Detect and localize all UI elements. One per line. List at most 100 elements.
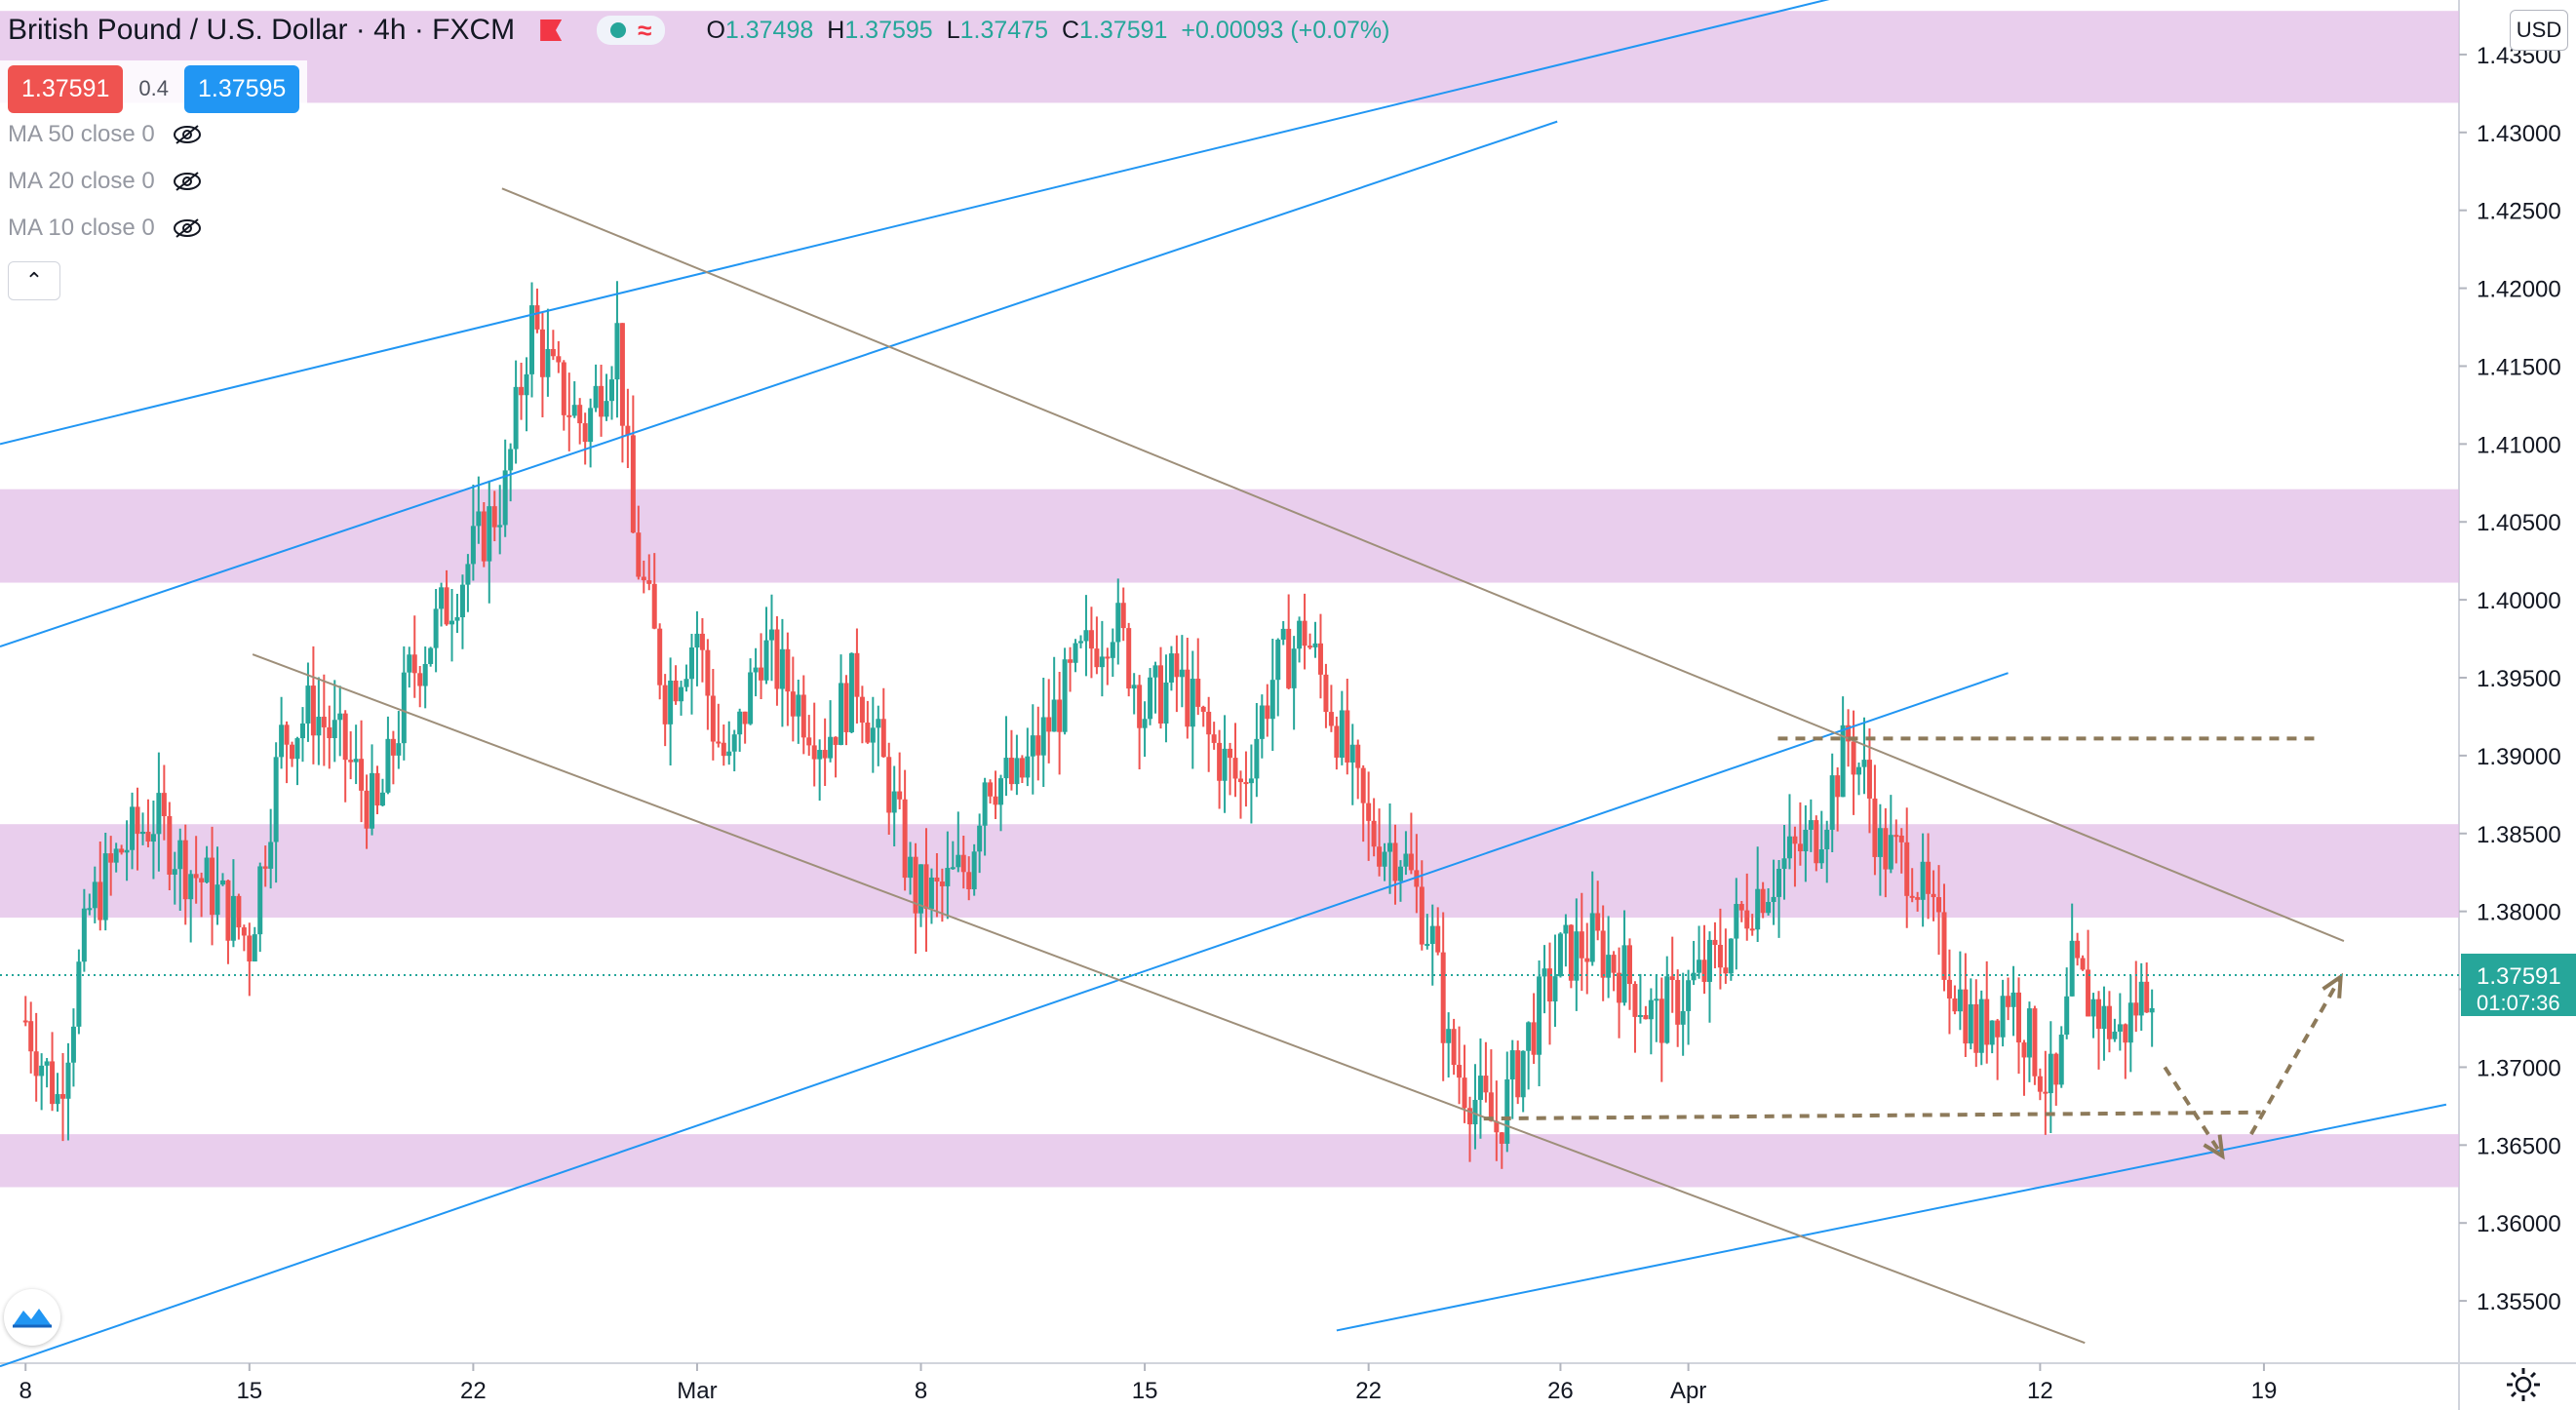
- candle-body: [1600, 930, 1606, 978]
- candle-body: [902, 799, 908, 879]
- candle-body: [1846, 725, 1852, 742]
- market-open-dot-icon: [610, 22, 627, 38]
- candle-body: [1941, 912, 1947, 980]
- candle-body: [2117, 1024, 2123, 1032]
- indicator-ma50[interactable]: MA 50 close 0: [8, 121, 202, 148]
- candle-body: [1669, 976, 1675, 980]
- candle-body: [1632, 984, 1638, 1017]
- candle-body: [2101, 1005, 2107, 1030]
- candle-body: [119, 848, 125, 853]
- candle-body: [59, 1094, 65, 1099]
- candle-body: [487, 506, 492, 562]
- candle-body: [327, 726, 332, 738]
- candle-body: [433, 608, 439, 648]
- candle-body: [1818, 849, 1824, 864]
- candle-body: [1483, 1076, 1489, 1093]
- candle-body: [854, 652, 860, 697]
- candle-body: [561, 362, 566, 415]
- eye-crossed-icon[interactable]: [173, 124, 202, 145]
- candle-body: [1099, 656, 1105, 668]
- buy-button[interactable]: 1.37595: [183, 64, 300, 113]
- candle-body: [571, 405, 577, 416]
- candle-body: [646, 580, 652, 584]
- candle-body: [1957, 989, 1963, 1012]
- candle-body: [76, 961, 82, 1027]
- candle-body: [1243, 782, 1249, 785]
- candle-body: [337, 713, 343, 721]
- flag-icon[interactable]: [540, 20, 563, 41]
- sr-zone: [0, 1134, 2459, 1188]
- candle-body: [1861, 760, 1867, 767]
- candle-body: [694, 633, 700, 648]
- candle-body: [582, 423, 588, 443]
- candle-body: [2021, 1042, 2027, 1058]
- candle-body: [1617, 972, 1622, 1003]
- candle-body: [359, 759, 365, 791]
- market-status-toggle[interactable]: ≈: [597, 16, 666, 45]
- candle-body: [1110, 642, 1115, 658]
- x-tick-label: 12: [2027, 1378, 2053, 1404]
- candle-body: [1077, 641, 1083, 644]
- candle-body: [39, 1065, 45, 1077]
- candle-body: [130, 806, 136, 850]
- change-value: +0.00093 (+0.07%): [1181, 16, 1390, 44]
- candle-body: [1509, 1050, 1515, 1079]
- candle-body: [796, 694, 801, 717]
- candle-body: [1595, 913, 1601, 931]
- candle-body: [2026, 1008, 2032, 1058]
- candle-body: [1840, 725, 1846, 798]
- candle-body: [2006, 996, 2011, 1007]
- candle-body: [1217, 742, 1223, 781]
- y-tick-label: 1.38000: [2477, 900, 2561, 926]
- settings-gear-icon[interactable]: [2504, 1365, 2543, 1404]
- candle-body: [998, 778, 1004, 805]
- candle-body: [1094, 648, 1100, 668]
- symbol-title[interactable]: British Pound / U.S. Dollar · 4h · FXCM: [8, 14, 516, 46]
- candle-body: [1781, 858, 1787, 870]
- candle-body: [1883, 828, 1889, 870]
- candle-body: [876, 719, 881, 728]
- candle-body: [779, 648, 785, 689]
- candle-body: [1014, 758, 1020, 785]
- indicator-ma20[interactable]: MA 20 close 0: [8, 168, 202, 195]
- candle-body: [636, 532, 642, 577]
- candle-body: [92, 881, 98, 909]
- candle-body: [508, 449, 514, 471]
- candle-body: [859, 696, 865, 724]
- candle-body: [1776, 869, 1782, 897]
- tradingview-logo-icon[interactable]: [4, 1289, 60, 1346]
- close-value: 1.37591: [1079, 16, 1168, 44]
- candle-body: [385, 738, 391, 793]
- candle-body: [1915, 897, 1921, 900]
- candle-body: [1457, 1065, 1463, 1078]
- trendline: [0, 672, 2009, 1368]
- candle-body: [923, 864, 929, 910]
- candle-body: [1195, 679, 1201, 707]
- candle-body: [828, 736, 834, 759]
- candle-body: [1904, 842, 1910, 896]
- eye-crossed-icon[interactable]: [173, 217, 202, 239]
- candle-body: [870, 727, 876, 743]
- candle-body: [268, 842, 274, 869]
- candle-body: [1051, 699, 1057, 732]
- candle-body: [993, 796, 998, 805]
- candle-body: [1446, 1029, 1452, 1043]
- candle-body: [2133, 1002, 2139, 1016]
- candle-body: [908, 856, 914, 879]
- candle-body: [731, 734, 737, 752]
- candle-body: [188, 874, 194, 900]
- y-tick-label: 1.42000: [2477, 277, 2561, 303]
- sr-zone: [0, 11, 2459, 103]
- collapse-indicators-button[interactable]: ⌃: [8, 261, 60, 300]
- indicator-ma10[interactable]: MA 10 close 0: [8, 215, 202, 242]
- candle-body: [1995, 1020, 2001, 1038]
- candle-body: [1712, 939, 1718, 945]
- candle-body: [1168, 653, 1174, 683]
- eye-crossed-icon[interactable]: [173, 171, 202, 192]
- sell-button[interactable]: 1.37591: [8, 64, 124, 113]
- candle-body: [1589, 913, 1595, 962]
- x-tick-label: Mar: [677, 1378, 717, 1404]
- candle-body: [476, 511, 482, 527]
- currency-button[interactable]: USD: [2510, 10, 2568, 51]
